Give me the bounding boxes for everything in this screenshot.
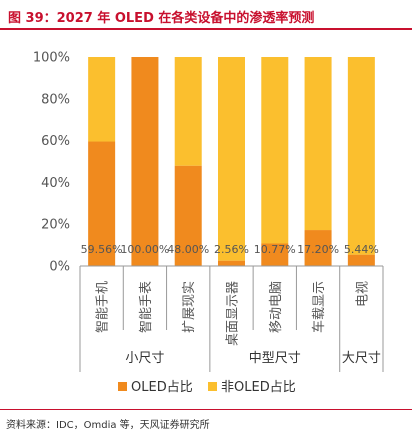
y-tick-label: 80% xyxy=(41,92,70,107)
group-label: 小尺寸 xyxy=(125,351,164,366)
bar-oled xyxy=(88,141,116,266)
data-label: 10.77% xyxy=(254,243,296,256)
legend-swatch xyxy=(118,382,127,391)
y-tick-label: 60% xyxy=(41,134,70,149)
group-label: 大尺寸 xyxy=(342,351,381,366)
data-label: 100.00% xyxy=(120,243,169,256)
figure-title: 图 39：2027 年 OLED 在各类设备中的渗透率预测 xyxy=(8,11,315,26)
category-label: 桌面显示器 xyxy=(226,281,241,346)
data-label: 2.56% xyxy=(214,243,249,256)
data-label: 17.20% xyxy=(297,243,339,256)
bar-non-oled xyxy=(347,57,375,255)
bar-non-oled xyxy=(261,57,289,244)
legend-label: 非OLED占比 xyxy=(221,380,296,395)
bar-non-oled xyxy=(88,57,116,142)
category-label: 智能手机 xyxy=(96,281,111,333)
category-label: 电视 xyxy=(355,281,370,307)
y-tick-label: 100% xyxy=(33,51,70,66)
source-note: 资料来源：IDC，Omdia 等，天风证券研究所 xyxy=(6,420,210,431)
source-divider xyxy=(0,409,412,410)
category-label: 智能手表 xyxy=(139,281,154,333)
bar-oled xyxy=(131,57,159,266)
data-label: 59.56% xyxy=(81,243,123,256)
y-tick-label: 20% xyxy=(41,218,70,233)
y-tick-label: 0% xyxy=(49,260,70,275)
category-label: 车载显示 xyxy=(311,281,327,333)
bar-oled xyxy=(174,165,202,266)
data-label: 48.00% xyxy=(167,243,209,256)
category-label: 扩展现实 xyxy=(182,281,197,333)
bar-non-oled xyxy=(174,57,202,166)
bar-oled xyxy=(218,260,245,266)
title-bar xyxy=(0,0,412,30)
legend-label: OLED占比 xyxy=(131,380,193,395)
bar-oled xyxy=(347,254,375,266)
stacked-bar-chart: 0% 20% 40% 60% 80% 100% 59.56%100.00%48.00% 2.5… xyxy=(33,51,384,395)
data-label: 5.44% xyxy=(344,243,379,256)
legend-swatch xyxy=(208,382,217,391)
category-label: 移动电脑 xyxy=(269,281,284,333)
bar-oled xyxy=(261,243,289,266)
y-tick-label: 40% xyxy=(41,176,70,191)
bar-non-oled xyxy=(304,57,332,231)
group-label: 中型尺寸 xyxy=(249,351,301,366)
bar-non-oled xyxy=(218,57,245,261)
bar-oled xyxy=(304,230,332,266)
